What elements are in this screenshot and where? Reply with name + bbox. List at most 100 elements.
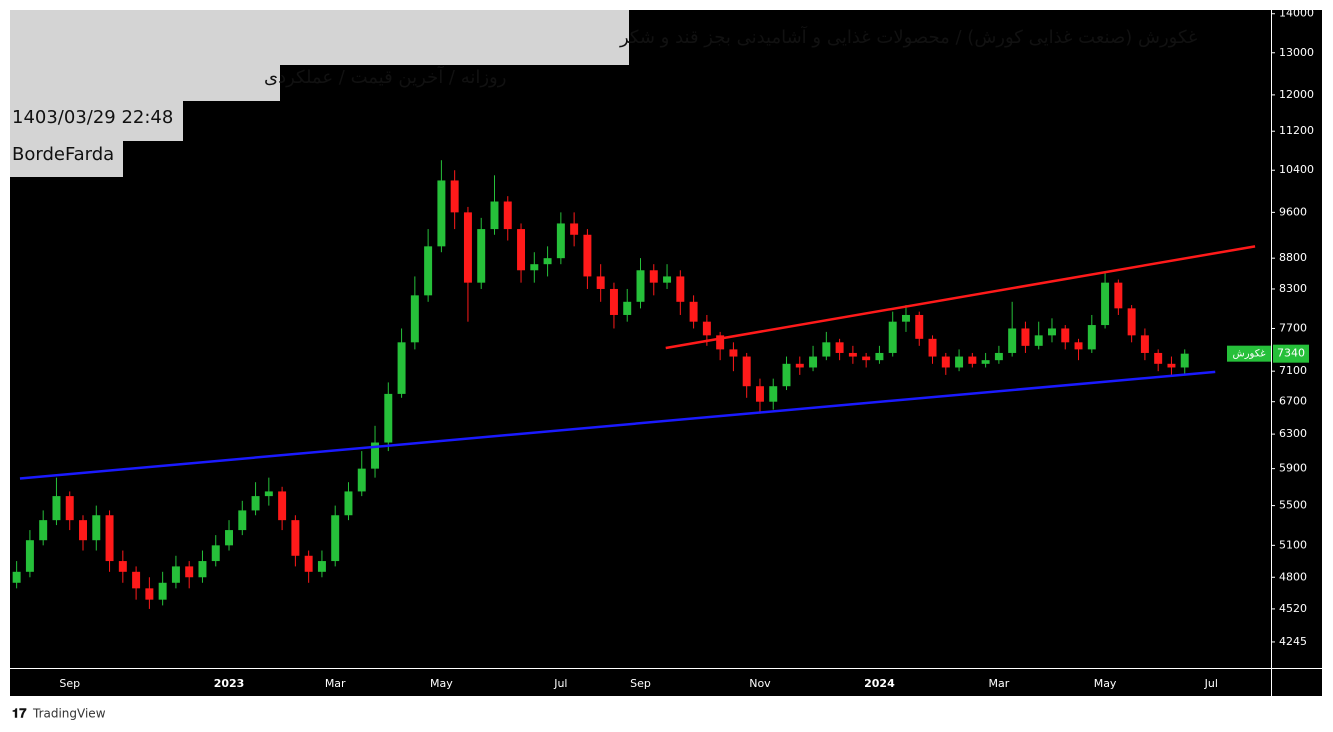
y-tick-label: 4245 <box>1279 635 1307 648</box>
candle-body <box>689 301 698 322</box>
candle-body <box>994 352 1003 361</box>
candle-body <box>158 582 167 600</box>
candle-body <box>264 491 273 497</box>
subtitle: روزانه / آخرین قیمت / عملکردی <box>264 65 506 88</box>
candle-body <box>1140 335 1149 353</box>
candle-body <box>676 276 685 302</box>
candle-body <box>450 180 459 213</box>
candle-body <box>317 561 326 572</box>
candle-body <box>211 545 220 562</box>
candle-body <box>570 223 579 235</box>
candle-body <box>105 515 114 562</box>
trendline <box>19 370 1216 480</box>
candle-body <box>663 276 672 283</box>
y-tick-label: 4520 <box>1279 602 1307 615</box>
candle-body <box>410 295 419 343</box>
symbol-box <box>1227 345 1271 362</box>
y-tick-label: 6300 <box>1279 427 1307 440</box>
title-box <box>10 10 629 65</box>
candle-body <box>12 571 21 583</box>
candle-body <box>729 349 738 357</box>
candle-body <box>928 338 937 357</box>
y-tick-label: 4800 <box>1279 570 1307 583</box>
candle-body <box>941 356 950 368</box>
candle-body <box>1074 342 1083 350</box>
x-tick-label: Jul <box>553 677 567 690</box>
candle-body <box>1167 363 1176 368</box>
candle-body <box>901 314 910 322</box>
y-tick-label: 6700 <box>1279 395 1307 408</box>
author: BordeFarda <box>12 144 114 165</box>
candle-body <box>25 540 34 572</box>
subtitle-box <box>10 65 280 101</box>
candle-body <box>649 270 658 283</box>
candle-body <box>583 234 592 277</box>
candle-body <box>384 393 393 443</box>
candle-body <box>278 491 287 521</box>
candle-body <box>145 588 154 600</box>
candle-body <box>304 555 313 572</box>
x-tick-label: May <box>1094 677 1117 690</box>
x-tick-label: 2024 <box>864 677 895 690</box>
candle-body <box>716 335 725 350</box>
candle-body <box>424 246 433 296</box>
candle-body <box>915 314 924 339</box>
candle-body <box>39 520 48 541</box>
candle-body <box>742 356 751 387</box>
candle-body <box>782 363 791 387</box>
candle-body <box>1008 328 1017 353</box>
candle-body <box>981 360 990 364</box>
candle-body <box>1114 282 1123 309</box>
x-tick-label: Sep <box>630 677 651 690</box>
candle-body <box>52 496 61 521</box>
y-tick-label: 7700 <box>1279 321 1307 334</box>
candle-body <box>636 270 645 302</box>
candle-body <box>875 352 884 361</box>
candle-body <box>79 520 87 541</box>
candle-body <box>848 352 857 357</box>
chart-background <box>10 10 1322 696</box>
candle-body <box>795 363 804 368</box>
candle-body <box>1087 325 1096 350</box>
y-tick-label: 10400 <box>1279 163 1314 176</box>
chart-title: غکورش (صنعت غذایی کورش) / محصولات غذایی … <box>619 25 1197 48</box>
candle-body <box>397 342 406 394</box>
y-tick-label: 8800 <box>1279 251 1307 264</box>
candle-body <box>198 561 207 578</box>
datetime: 1403/03/29 22:48 <box>12 107 173 128</box>
candle-body <box>862 356 871 361</box>
candle-body <box>118 561 127 572</box>
candle-body <box>1154 352 1163 364</box>
datetime-box <box>10 101 183 141</box>
candle-body <box>835 342 844 353</box>
y-tick-label: 5100 <box>1279 538 1307 551</box>
y-tick-label: 12000 <box>1279 88 1314 101</box>
candle-body <box>477 229 486 283</box>
last-price-box <box>1273 344 1309 363</box>
candle-body <box>1034 335 1043 346</box>
candle-body <box>463 212 472 283</box>
candle-body <box>809 356 818 368</box>
x-tick-label: Nov <box>749 677 771 690</box>
candle-body <box>251 496 260 511</box>
candle-body <box>543 258 552 265</box>
candle-body <box>92 515 101 541</box>
candle-body <box>357 468 366 492</box>
candle-body <box>530 264 539 271</box>
candle-body <box>623 301 632 315</box>
candle-body <box>238 510 247 531</box>
candle-body <box>371 442 380 469</box>
candle-body <box>185 566 194 578</box>
candle-body <box>1101 282 1110 326</box>
symbol-label: غکورش <box>1233 349 1266 360</box>
y-tick-label: 13000 <box>1279 46 1314 59</box>
candle-body <box>596 276 605 289</box>
candle-body <box>171 566 180 583</box>
candle-body <box>609 288 618 315</box>
candle-body <box>888 321 897 353</box>
candle-body <box>1061 328 1070 343</box>
y-tick-label: 14000 <box>1279 7 1314 20</box>
candle-body <box>344 491 353 516</box>
